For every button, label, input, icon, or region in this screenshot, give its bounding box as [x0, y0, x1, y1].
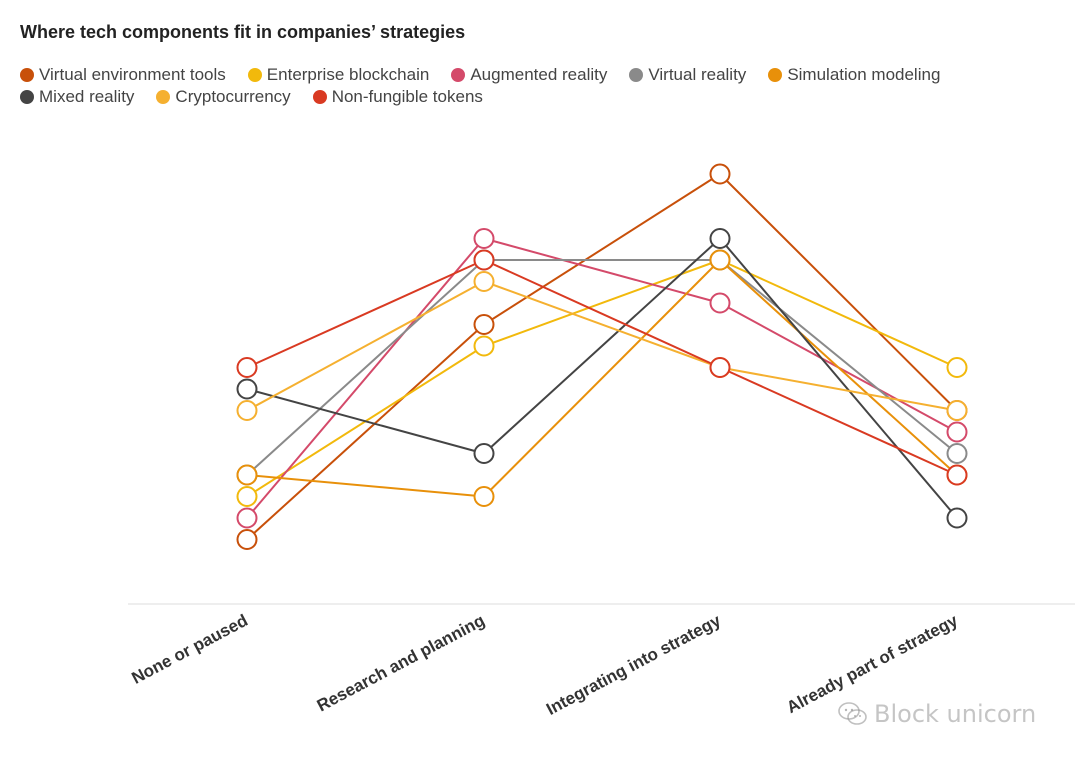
- data-point: [236, 357, 258, 378]
- data-point: [946, 421, 968, 443]
- legend-swatch: [768, 68, 783, 82]
- data-point: [473, 443, 495, 464]
- legend-swatch: [20, 68, 34, 82]
- data-point: [473, 486, 495, 507]
- data-point: [709, 249, 731, 271]
- legend-label: Simulation modeling: [787, 65, 941, 84]
- legend-label: Enterprise blockchain: [266, 65, 430, 84]
- data-point: [473, 271, 495, 292]
- legend-item: Simulation modeling: [768, 65, 941, 84]
- legend-swatch: [629, 68, 644, 82]
- data-point: [946, 400, 968, 421]
- x-tick-label: Research and planning: [314, 611, 488, 716]
- data-point: [946, 507, 968, 529]
- legend-swatch: [451, 68, 466, 82]
- legend-swatch: [247, 68, 262, 82]
- data-point: [709, 228, 731, 249]
- data-point: [473, 249, 495, 271]
- legend-label: Cryptocurrency: [175, 87, 291, 106]
- series-line: [246, 173, 958, 541]
- legend-item: Augmented reality: [451, 65, 608, 84]
- legend-item: Cryptocurrency: [156, 87, 291, 106]
- watermark: Block unicorn: [838, 700, 1036, 728]
- legend-item: Virtual reality: [629, 65, 747, 84]
- data-point: [946, 464, 968, 486]
- data-point: [473, 314, 495, 335]
- legend-label: Virtual reality: [648, 65, 747, 84]
- legend-label: Mixed reality: [39, 87, 135, 106]
- series-line: [246, 280, 958, 412]
- chart-title: Where tech components fit in companies’ …: [20, 22, 466, 42]
- data-point: [236, 378, 258, 400]
- data-point: [709, 357, 731, 378]
- data-point: [473, 335, 495, 357]
- legend-item: Mixed reality: [20, 87, 135, 106]
- legend-label: Virtual environment tools: [39, 65, 226, 84]
- legend-swatch: [20, 90, 34, 104]
- legend-item: Non-fungible tokens: [312, 87, 483, 106]
- data-point: [236, 464, 258, 486]
- series-line: [246, 259, 958, 476]
- legend-swatch: [156, 90, 171, 104]
- legend: Virtual environment tools Enterprise bloc…: [20, 65, 1060, 106]
- data-point: [946, 443, 968, 464]
- data-point: [236, 486, 258, 507]
- series-layer: [236, 163, 968, 550]
- watermark-text: Block unicorn: [874, 700, 1037, 728]
- data-point: [709, 163, 731, 185]
- legend-item: Enterprise blockchain: [247, 65, 430, 84]
- series-line: [246, 237, 958, 519]
- data-point: [236, 400, 258, 421]
- wechat-icon: [838, 702, 867, 725]
- data-point: [236, 507, 258, 529]
- x-tick-label: None or paused: [129, 611, 251, 688]
- legend-swatch: [312, 90, 327, 104]
- legend-label: Augmented reality: [470, 65, 608, 84]
- x-tick-label: Integrating into strategy: [543, 611, 724, 719]
- data-point: [709, 292, 731, 314]
- legend-label: Non-fungible tokens: [331, 87, 483, 106]
- x-tick-labels: None or paused Research and planning Integ…: [129, 611, 962, 719]
- legend-item: Virtual environment tools: [20, 65, 226, 84]
- series-line: [246, 259, 958, 498]
- data-point: [236, 529, 258, 550]
- series-line: [246, 259, 958, 476]
- data-point: [946, 357, 968, 378]
- data-point: [473, 228, 495, 249]
